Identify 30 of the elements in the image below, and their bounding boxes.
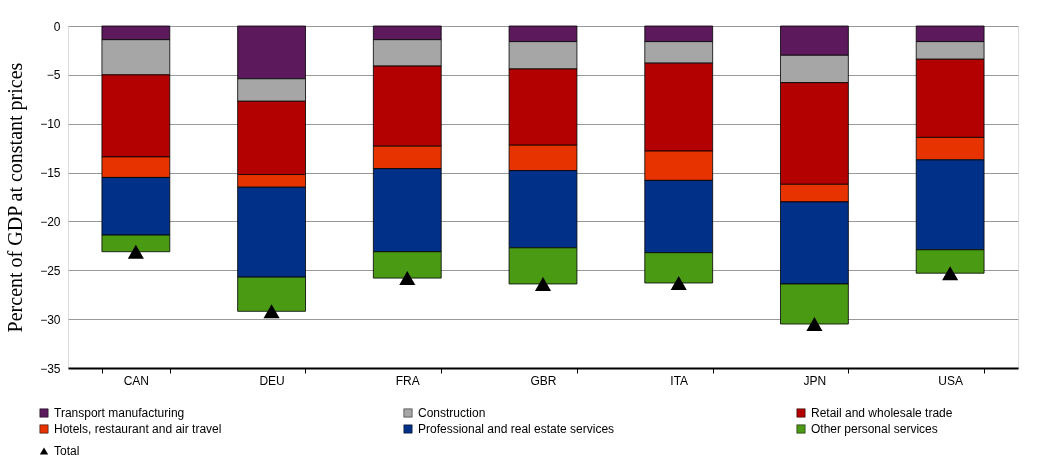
y-tick-label: −25 xyxy=(40,263,61,278)
y-tick-label: −15 xyxy=(40,166,61,181)
point xyxy=(942,266,959,281)
x-tick-label: GBR xyxy=(530,373,557,388)
legend-label: Retail and wholesale trade xyxy=(811,406,953,420)
x-tick-label: CAN xyxy=(123,373,150,388)
x-tick-label: ITA xyxy=(670,373,689,388)
point xyxy=(127,244,144,259)
legend-label: Transport manufacturing xyxy=(54,406,185,420)
legend-label: Other personal services xyxy=(811,422,938,436)
legend-label: Professional and real estate services xyxy=(418,422,615,436)
point xyxy=(534,276,552,291)
y-tick-label: −5 xyxy=(46,68,61,83)
y-tick-label: 0 xyxy=(53,19,61,34)
legend-label: Hotels, restaurant and air travel xyxy=(54,422,222,436)
point xyxy=(806,317,823,332)
legend-label: Construction xyxy=(418,406,486,420)
y-tick-label: −30 xyxy=(40,312,61,327)
x-tick-label: USA xyxy=(938,373,963,388)
point xyxy=(263,304,280,319)
x-tick-label: FRA xyxy=(395,373,420,388)
y-axis-title: Percent of GDP at constant prices xyxy=(4,62,28,333)
y-tick-label: −35 xyxy=(40,361,61,376)
y-tick-label: −10 xyxy=(40,117,61,132)
x-tick-label: DEU xyxy=(259,373,285,388)
point xyxy=(399,271,416,286)
legend-label: Total xyxy=(54,444,80,457)
x-tick-label: JPN xyxy=(803,373,827,388)
y-tick-label: −20 xyxy=(40,214,61,229)
point xyxy=(670,276,687,290)
